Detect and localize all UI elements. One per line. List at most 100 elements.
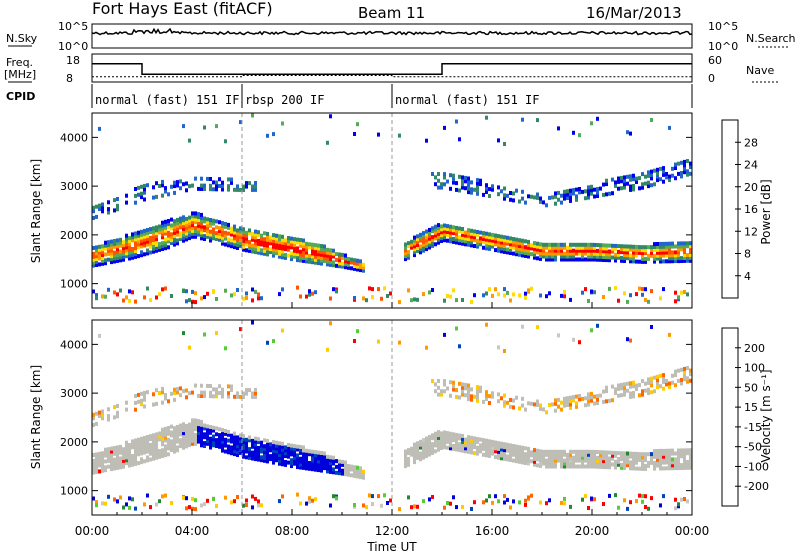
power-echo [638,176,641,181]
velocity-echo [623,385,626,390]
y-tick-label: 1000 [60,278,88,291]
velocity-echo [206,438,209,443]
power-echo [161,232,164,237]
velocity-echo [533,448,536,453]
velocity-echo [176,430,179,435]
velocity-echo [446,501,449,505]
velocity-echo [491,394,494,399]
power-echo [143,243,146,248]
velocity-echo [104,501,107,506]
velocity-echo [683,451,686,456]
velocity-echo [461,437,464,441]
power-echo [512,292,515,297]
power-echo [122,254,125,259]
power-echo [461,227,464,231]
velocity-echo [419,457,422,462]
power-echo [95,296,98,301]
velocity-echo [161,494,164,499]
power-echo [143,237,146,242]
velocity-echo [98,410,101,415]
power-echo [215,297,218,301]
velocity-echo [122,447,125,452]
power-echo [329,262,332,267]
power-echo [596,116,599,121]
power-echo [590,251,593,256]
velocity-echo [320,451,323,455]
velocity-echo [524,502,527,507]
power-echo [182,182,185,187]
power-echo [323,259,326,264]
velocity-echo [278,499,281,504]
power-echo [623,250,626,255]
velocity-echo [416,444,419,449]
velocity-echo [665,460,668,465]
velocity-echo [104,453,107,458]
velocity-echo [458,433,461,438]
power-echo [110,239,113,244]
velocity-echo [539,452,542,457]
velocity-echo [518,406,521,411]
power-echo [146,236,149,241]
power-echo [422,248,425,253]
power-echo [173,222,176,227]
velocity-echo [146,493,149,498]
power-echo [602,182,605,187]
power-echo [92,246,95,250]
power-echo [125,236,128,241]
power-echo [119,252,122,257]
velocity-echo [107,414,110,419]
velocity-echo [500,453,503,458]
velocity-echo [197,430,200,435]
velocity-echo [617,456,620,461]
velocity-echo [290,452,293,457]
velocity-echo [134,441,137,446]
velocity-echo [500,444,503,449]
velocity-echo [434,440,437,445]
power-echo [518,252,521,257]
power-echo [449,294,452,299]
velocity-echo [299,501,302,506]
power-echo [143,240,146,245]
power-echo [179,219,182,224]
freq-label-line1: Freq. [6,56,33,69]
velocity-echo [425,445,428,450]
velocity-echo [575,464,578,469]
power-echo [143,197,146,202]
power-echo [569,257,572,262]
power-echo [656,256,659,261]
power-echo [422,292,425,297]
velocity-echo [281,494,284,499]
power-echo [278,246,281,250]
velocity-echo [521,445,524,450]
power-echo [221,180,224,185]
velocity-echo [203,502,206,507]
velocity-echo [125,452,128,457]
power-echo [104,246,107,251]
power-echo [251,246,254,251]
power-echo [287,247,290,252]
velocity-echo [482,441,485,446]
power-echo [161,287,164,292]
velocity-echo [176,387,179,392]
velocity-echo [95,461,98,466]
velocity-echo [233,434,236,439]
power-echo [518,244,521,248]
velocity-echo [509,449,512,454]
power-echo [620,255,623,260]
velocity-echo [221,387,224,392]
velocity-echo [140,439,143,444]
power-echo [209,235,212,240]
power-echo [635,176,638,181]
power-echo [134,254,137,259]
power-echo [293,243,296,247]
velocity-echo [215,426,218,431]
velocity-echo [95,467,98,472]
velocity-echo [128,463,131,468]
velocity-echo [233,437,236,442]
power-echo [272,244,275,249]
power-echo [95,263,98,267]
velocity-echo [248,447,251,452]
power-echo [236,288,239,292]
power-echo [158,247,161,252]
velocity-echo [596,461,599,466]
